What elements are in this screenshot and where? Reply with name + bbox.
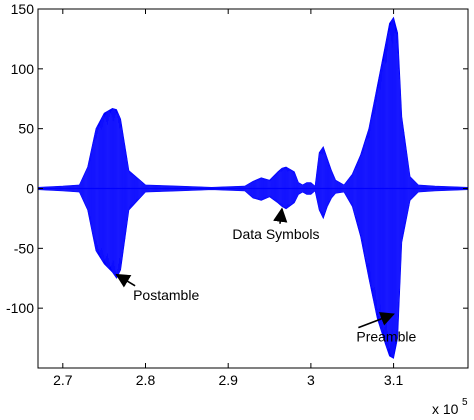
y-tick-label: 100 bbox=[11, 61, 35, 77]
x-tick-label: 2.8 bbox=[136, 372, 156, 388]
annotation-arrow bbox=[358, 312, 395, 329]
annotation-label: Preamble bbox=[356, 329, 416, 345]
annotation: Preamble bbox=[356, 312, 416, 345]
annotation-arrow bbox=[273, 207, 288, 224]
y-tick-label: -100 bbox=[6, 300, 34, 316]
y-tick-label: 150 bbox=[11, 1, 35, 17]
annotations: Postamble Data Symbols Preamble bbox=[115, 207, 416, 345]
plot-area bbox=[38, 16, 468, 359]
annotation-label: Data Symbols bbox=[232, 226, 319, 242]
x-multiplier-label: x 10 bbox=[432, 401, 459, 417]
axis-ticks: 2.7 2.8 2.9 3 3.1 150 100 50 0 -50 -100 bbox=[6, 1, 468, 388]
series-0 bbox=[38, 16, 468, 359]
y-tick-label: 50 bbox=[18, 121, 34, 137]
y-tick-label: -50 bbox=[14, 240, 34, 256]
x-tick-label: 3.1 bbox=[384, 372, 404, 388]
x-tick-label: 3 bbox=[307, 372, 315, 388]
y-tick-label: 0 bbox=[26, 181, 34, 197]
annotation: Data Symbols bbox=[232, 207, 320, 242]
x-axis-multiplier: x 10 5 bbox=[432, 397, 468, 417]
annotation-label: Postamble bbox=[133, 287, 199, 303]
annotation-arrow bbox=[115, 273, 136, 288]
annotation: Postamble bbox=[115, 273, 199, 303]
x-multiplier-exponent: 5 bbox=[462, 397, 468, 408]
x-tick-label: 2.7 bbox=[53, 372, 73, 388]
x-tick-label: 2.9 bbox=[218, 372, 238, 388]
